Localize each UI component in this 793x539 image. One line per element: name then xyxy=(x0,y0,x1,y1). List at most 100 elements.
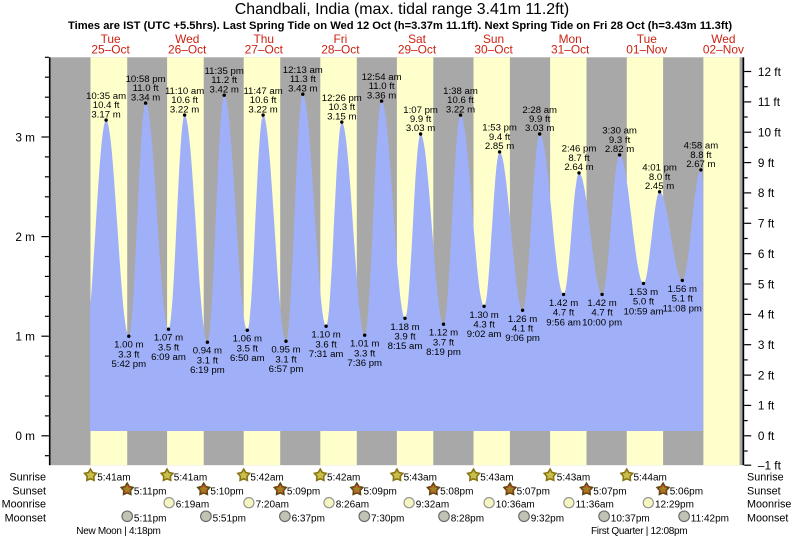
svg-text:7:36 pm: 7:36 pm xyxy=(347,358,382,369)
svg-text:11.0 ft: 11.0 ft xyxy=(369,81,395,92)
svg-text:11.3 ft: 11.3 ft xyxy=(290,74,316,85)
svg-text:3.9 ft: 3.9 ft xyxy=(394,332,416,343)
svg-text:6:37pm: 6:37pm xyxy=(292,513,325,524)
svg-text:7:20am: 7:20am xyxy=(256,500,289,511)
svg-text:1.12 m: 1.12 m xyxy=(429,328,458,339)
svg-text:10:35 am: 10:35 am xyxy=(86,91,126,102)
svg-text:27–Oct: 27–Oct xyxy=(245,42,284,56)
svg-text:1:53 pm: 1:53 pm xyxy=(482,123,517,134)
svg-text:12:13 am: 12:13 am xyxy=(283,65,323,76)
svg-text:8:19 pm: 8:19 pm xyxy=(426,347,461,358)
svg-text:Sun: Sun xyxy=(483,32,504,46)
svg-text:3 ft: 3 ft xyxy=(758,338,775,352)
svg-text:5:42am: 5:42am xyxy=(327,473,360,484)
svg-text:–1 ft: –1 ft xyxy=(758,459,782,473)
svg-text:02–Nov: 02–Nov xyxy=(703,42,744,56)
svg-text:1.56 m: 1.56 m xyxy=(668,284,697,295)
svg-text:3:30 am: 3:30 am xyxy=(602,126,637,137)
svg-text:10.4 ft: 10.4 ft xyxy=(93,100,120,111)
svg-text:1.53 m: 1.53 m xyxy=(629,287,658,298)
svg-text:3.43 m: 3.43 m xyxy=(288,83,317,94)
svg-text:3.42 m: 3.42 m xyxy=(210,84,239,95)
svg-text:First Quarter | 12:08pm: First Quarter | 12:08pm xyxy=(591,526,687,537)
svg-text:3.1 ft: 3.1 ft xyxy=(275,354,297,365)
svg-text:9:56 am: 9:56 am xyxy=(546,317,581,328)
svg-text:5:43am: 5:43am xyxy=(557,473,590,484)
svg-text:4 ft: 4 ft xyxy=(758,308,775,322)
svg-text:3.03 m: 3.03 m xyxy=(406,123,435,134)
svg-text:3.36 m: 3.36 m xyxy=(367,90,396,101)
svg-text:30–Oct: 30–Oct xyxy=(474,42,513,56)
svg-text:1.42 m: 1.42 m xyxy=(549,298,578,309)
svg-text:5:43am: 5:43am xyxy=(404,473,437,484)
svg-text:Fri: Fri xyxy=(333,32,347,46)
svg-text:5:06pm: 5:06pm xyxy=(670,487,703,498)
svg-text:29–Oct: 29–Oct xyxy=(398,42,437,56)
svg-text:Moonset: Moonset xyxy=(747,512,788,524)
svg-text:3.22 m: 3.22 m xyxy=(446,104,475,115)
svg-text:6:57 pm: 6:57 pm xyxy=(269,364,304,375)
svg-text:3 m: 3 m xyxy=(15,130,35,144)
svg-text:8.0 ft: 8.0 ft xyxy=(649,172,671,183)
svg-text:01–Nov: 01–Nov xyxy=(626,42,667,56)
svg-text:7 ft: 7 ft xyxy=(758,217,775,231)
svg-text:26–Oct: 26–Oct xyxy=(168,42,207,56)
svg-text:Tue: Tue xyxy=(101,32,121,46)
svg-text:1.26 m: 1.26 m xyxy=(508,314,537,325)
svg-text:8.7 ft: 8.7 ft xyxy=(568,153,590,164)
svg-text:2:28 am: 2:28 am xyxy=(522,105,557,116)
svg-text:10.6 ft: 10.6 ft xyxy=(250,95,277,106)
svg-text:5:07pm: 5:07pm xyxy=(593,487,626,498)
svg-text:12:26 pm: 12:26 pm xyxy=(322,93,362,104)
svg-text:2.82 m: 2.82 m xyxy=(605,144,634,155)
svg-text:9:02 am: 9:02 am xyxy=(467,329,502,340)
svg-text:0 m: 0 m xyxy=(15,429,35,443)
svg-text:5.1 ft: 5.1 ft xyxy=(672,294,694,305)
svg-text:6:19am: 6:19am xyxy=(176,500,209,511)
svg-text:Sunrise: Sunrise xyxy=(9,471,46,483)
svg-text:1 ft: 1 ft xyxy=(758,399,775,413)
svg-text:4:01 pm: 4:01 pm xyxy=(642,163,677,174)
svg-text:8:15 am: 8:15 am xyxy=(388,341,423,352)
svg-text:Moonset: Moonset xyxy=(5,512,46,524)
svg-text:11:42pm: 11:42pm xyxy=(691,513,729,524)
svg-text:5:43am: 5:43am xyxy=(480,473,513,484)
svg-text:1.00 m: 1.00 m xyxy=(114,340,143,351)
svg-text:1.42 m: 1.42 m xyxy=(587,298,616,309)
svg-text:5:42 pm: 5:42 pm xyxy=(111,359,146,370)
svg-text:5:11pm: 5:11pm xyxy=(134,513,167,524)
svg-text:11:36am: 11:36am xyxy=(576,500,614,511)
svg-text:3.34 m: 3.34 m xyxy=(131,92,160,103)
svg-text:5:10pm: 5:10pm xyxy=(210,487,243,498)
svg-text:7:31 am: 7:31 am xyxy=(309,349,344,360)
svg-text:9:32pm: 9:32pm xyxy=(531,513,564,524)
svg-text:8:26am: 8:26am xyxy=(336,500,369,511)
svg-text:11:35 pm: 11:35 pm xyxy=(205,66,244,77)
svg-text:10.6 ft: 10.6 ft xyxy=(447,95,474,106)
svg-text:1 m: 1 m xyxy=(15,330,35,344)
svg-text:2.45 m: 2.45 m xyxy=(645,181,674,192)
svg-text:3.3 ft: 3.3 ft xyxy=(354,348,376,359)
svg-text:5:51pm: 5:51pm xyxy=(213,513,246,524)
svg-text:11.0 ft: 11.0 ft xyxy=(133,83,159,94)
svg-text:9:06 pm: 9:06 pm xyxy=(505,333,540,344)
svg-text:5:08pm: 5:08pm xyxy=(440,487,473,498)
svg-text:6 ft: 6 ft xyxy=(758,247,775,261)
svg-text:11.2 ft: 11.2 ft xyxy=(211,75,237,86)
svg-text:Moonrise: Moonrise xyxy=(747,499,791,511)
svg-text:3.5 ft: 3.5 ft xyxy=(158,342,180,353)
svg-text:8 ft: 8 ft xyxy=(758,186,775,200)
svg-text:2 m: 2 m xyxy=(15,230,35,244)
svg-text:1:38 am: 1:38 am xyxy=(443,86,478,97)
svg-text:8:28pm: 8:28pm xyxy=(451,513,484,524)
svg-text:Sunset: Sunset xyxy=(747,486,781,498)
svg-text:7:30pm: 7:30pm xyxy=(371,513,404,524)
svg-text:3.22 m: 3.22 m xyxy=(170,104,199,115)
svg-text:5:41am: 5:41am xyxy=(174,473,207,484)
svg-text:10:59 am: 10:59 am xyxy=(623,306,663,317)
svg-text:10:37pm: 10:37pm xyxy=(611,513,650,524)
svg-text:3.6 ft: 3.6 ft xyxy=(315,339,337,350)
svg-text:6:19 pm: 6:19 pm xyxy=(190,365,225,376)
svg-text:6:50 am: 6:50 am xyxy=(230,353,265,364)
svg-text:9:32am: 9:32am xyxy=(416,500,449,511)
